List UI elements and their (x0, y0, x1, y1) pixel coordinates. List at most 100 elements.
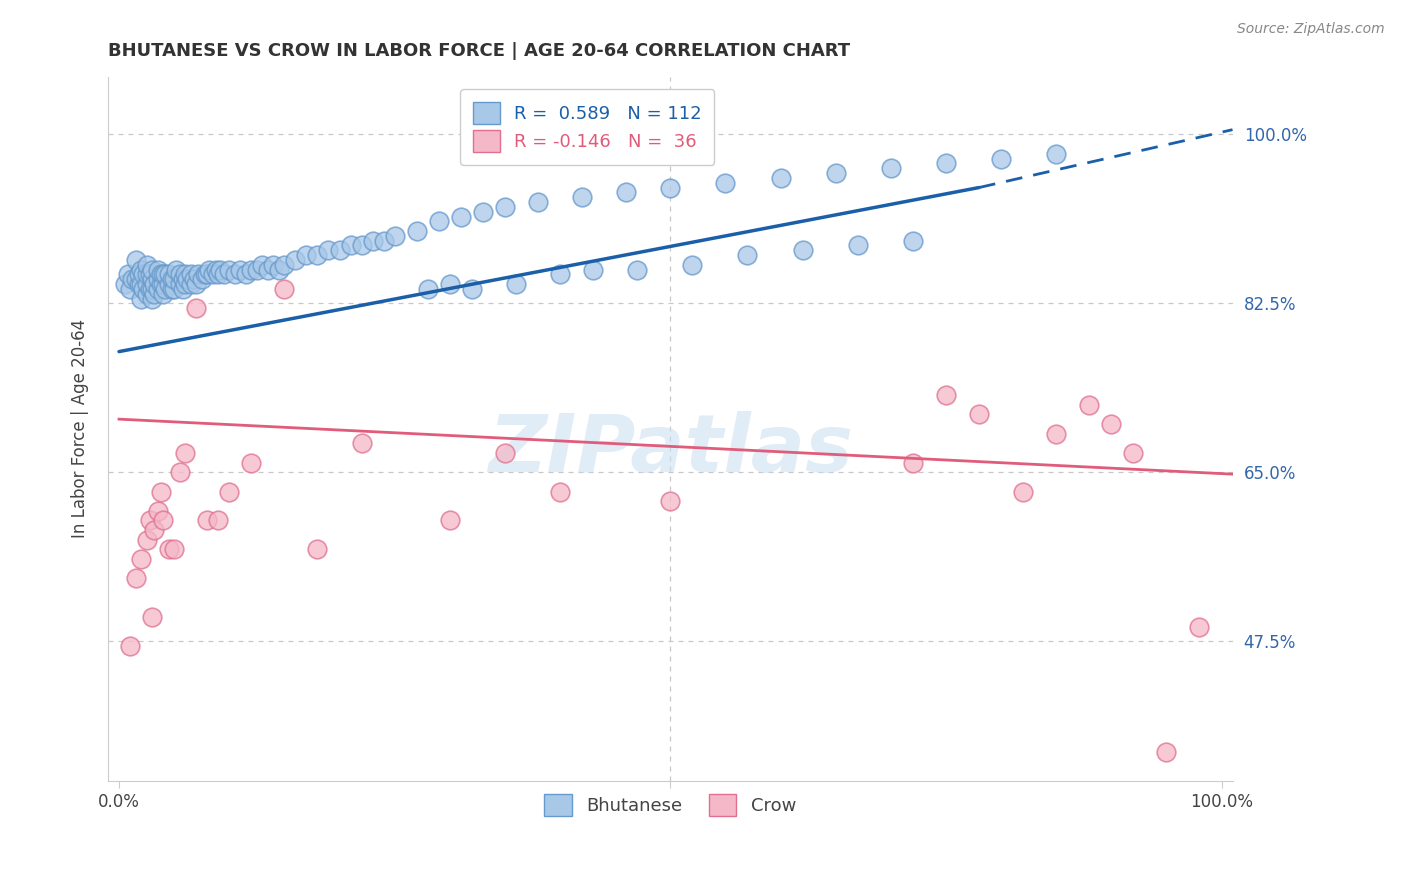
Point (163, 282, 186, 296)
Point (139, 282, 162, 296)
Point (124, 571, 146, 585)
Point (361, 234, 384, 248)
Point (527, 194, 550, 209)
Point (129, 552, 152, 566)
Point (172, 282, 194, 296)
Point (461, 282, 484, 296)
Point (139, 268, 162, 282)
Point (132, 268, 155, 282)
Point (218, 484, 240, 499)
Point (169, 465, 191, 479)
Point (659, 180, 682, 194)
Point (146, 504, 169, 518)
Point (141, 282, 163, 296)
Point (205, 262, 228, 277)
Point (146, 262, 169, 277)
Point (1156, 745, 1178, 759)
Point (209, 262, 232, 277)
Point (307, 542, 329, 557)
Point (174, 277, 197, 291)
Point (198, 262, 221, 277)
Point (681, 258, 703, 272)
Point (132, 282, 155, 296)
Point (582, 262, 605, 277)
Point (143, 286, 166, 301)
Point (273, 282, 295, 296)
Point (1122, 446, 1144, 460)
Point (155, 268, 177, 282)
Point (471, 204, 494, 219)
Point (152, 513, 174, 527)
Legend: Bhutanese, Crow: Bhutanese, Crow (536, 785, 806, 825)
Point (135, 268, 157, 282)
Point (135, 258, 157, 272)
Point (494, 446, 516, 460)
Point (229, 262, 252, 277)
Point (163, 542, 186, 557)
Point (1045, 146, 1067, 161)
Point (117, 268, 139, 282)
Point (350, 436, 373, 450)
Point (1078, 398, 1101, 412)
Point (135, 286, 157, 301)
Point (135, 277, 157, 291)
Point (155, 282, 177, 296)
Point (880, 161, 903, 176)
Point (128, 277, 150, 291)
Point (439, 513, 461, 527)
Point (165, 262, 187, 277)
Point (135, 533, 157, 547)
Point (157, 542, 180, 557)
Point (121, 272, 143, 286)
Point (494, 200, 516, 214)
Point (901, 456, 924, 470)
Point (129, 277, 152, 291)
Point (143, 523, 166, 537)
Point (318, 244, 340, 258)
Point (714, 176, 737, 190)
Point (169, 277, 191, 291)
Point (240, 262, 263, 277)
Point (252, 258, 274, 272)
Point (129, 292, 152, 306)
Y-axis label: In Labor Force | Age 20-64: In Labor Force | Age 20-64 (72, 319, 89, 539)
Point (201, 268, 224, 282)
Point (180, 277, 202, 291)
Point (149, 484, 172, 499)
Point (548, 268, 571, 282)
Point (157, 268, 180, 282)
Point (207, 513, 229, 527)
Point (295, 248, 318, 262)
Point (626, 262, 648, 277)
Point (769, 170, 792, 185)
Point (152, 277, 174, 291)
Point (737, 248, 759, 262)
Point (157, 277, 180, 291)
Point (141, 262, 163, 277)
Point (267, 262, 290, 277)
Point (450, 210, 472, 224)
Point (373, 234, 395, 248)
Point (118, 282, 141, 296)
Point (439, 277, 461, 291)
Point (235, 268, 257, 282)
Point (212, 268, 235, 282)
Point (273, 258, 295, 272)
Point (176, 272, 198, 286)
Point (149, 268, 172, 282)
Point (128, 268, 150, 282)
Point (935, 388, 957, 402)
Point (114, 277, 136, 291)
Point (129, 262, 152, 277)
Point (262, 258, 284, 272)
Point (328, 244, 350, 258)
Point (146, 282, 169, 296)
Point (416, 282, 439, 296)
Point (169, 268, 191, 282)
Point (141, 272, 163, 286)
Point (124, 252, 146, 267)
Point (149, 277, 172, 291)
Point (548, 484, 571, 499)
Point (824, 166, 846, 180)
Point (1012, 484, 1035, 499)
